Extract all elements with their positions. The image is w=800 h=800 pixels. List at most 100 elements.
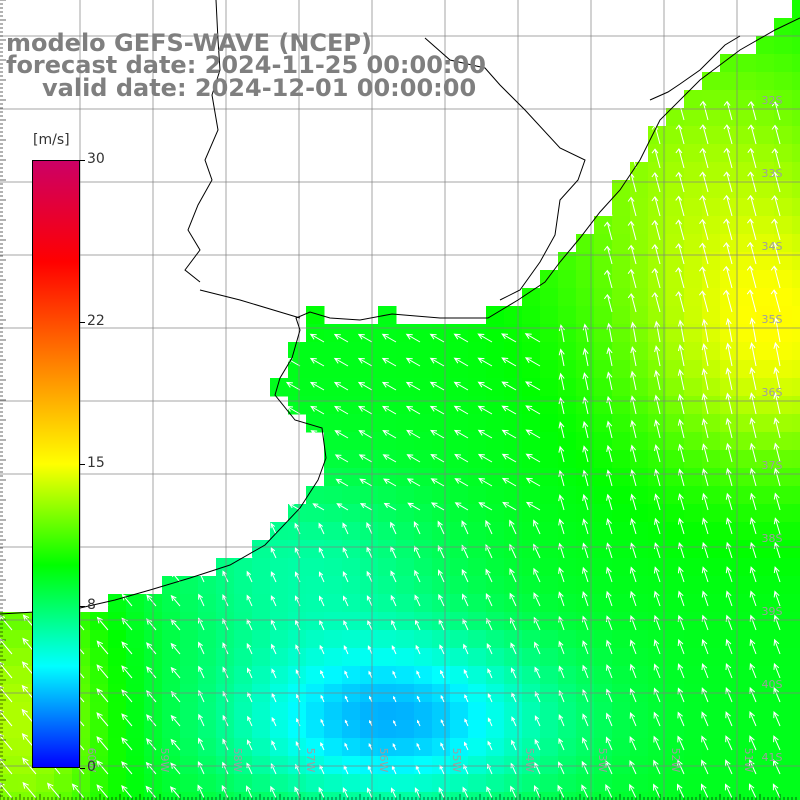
wind-speed-cell	[540, 324, 559, 343]
wind-speed-cell	[432, 360, 451, 379]
wind-speed-cell	[612, 306, 631, 325]
wind-speed-cell	[612, 468, 631, 487]
wind-speed-cell	[702, 450, 721, 469]
wind-speed-cell	[666, 180, 685, 199]
wind-speed-cell	[594, 576, 613, 595]
wind-arrow	[771, 218, 781, 241]
wind-speed-cell	[648, 720, 667, 739]
wind-speed-cell	[198, 738, 217, 757]
wind-speed-cell	[522, 324, 541, 343]
wind-speed-cell	[90, 792, 109, 800]
wind-speed-cell	[720, 162, 739, 181]
wind-speed-cell	[198, 756, 217, 775]
wind-speed-cell	[360, 450, 379, 469]
wind-speed-cell	[594, 756, 613, 775]
wind-speed-cell	[648, 576, 667, 595]
wind-arrow	[359, 503, 373, 511]
wind-arrow	[533, 592, 541, 607]
wind-arrow	[651, 292, 661, 313]
wind-arrow	[270, 595, 277, 607]
wind-arrow	[246, 785, 253, 799]
wind-speed-cell	[270, 738, 289, 757]
wind-arrow	[725, 735, 733, 751]
wind-arrow	[581, 784, 589, 799]
wind-speed-cell	[756, 522, 775, 541]
wind-speed-cell	[630, 648, 649, 667]
wind-arrow	[437, 544, 445, 559]
wind-speed-cell	[666, 612, 685, 631]
wind-speed-cell	[468, 666, 487, 685]
wind-arrow	[406, 429, 421, 439]
wind-speed-cell	[774, 738, 793, 757]
wind-speed-cell	[594, 414, 613, 433]
wind-speed-cell	[738, 432, 757, 451]
wind-speed-cell	[324, 558, 343, 577]
wind-speed-cell	[720, 774, 739, 793]
wind-arrow	[357, 381, 373, 391]
wind-speed-cell	[378, 630, 397, 649]
wind-arrow	[271, 643, 277, 655]
wind-arrow	[462, 593, 469, 607]
wind-arrow	[749, 341, 757, 367]
wind-speed-cell	[108, 720, 127, 739]
wind-speed-cell	[270, 702, 289, 721]
wind-speed-cell	[306, 738, 325, 757]
wind-speed-cell	[684, 594, 703, 613]
wind-speed-cell	[108, 666, 127, 685]
wind-arrow	[582, 372, 589, 391]
wind-arrow	[558, 421, 565, 439]
wind-speed-cell	[576, 774, 595, 793]
wind-speed-cell	[540, 612, 559, 631]
longitude-label: 53W	[596, 748, 609, 773]
wind-speed-cell	[666, 252, 685, 271]
wind-arrow	[462, 618, 469, 631]
wind-arrow	[651, 148, 661, 169]
wind-speed-cell	[432, 468, 451, 487]
wind-arrow	[747, 218, 757, 241]
wind-arrow	[725, 590, 733, 607]
wind-arrow	[725, 492, 733, 511]
wind-speed-cell	[792, 576, 800, 595]
wind-speed-cell	[612, 558, 631, 577]
wind-speed-cell	[720, 378, 739, 397]
wind-arrow	[675, 291, 685, 313]
wind-speed-cell	[0, 648, 19, 667]
wind-speed-cell	[648, 648, 667, 667]
wind-arrow	[701, 517, 709, 535]
wind-speed-cell	[306, 792, 325, 800]
wind-speed-cell	[432, 378, 451, 397]
wind-arrow	[246, 570, 253, 583]
wind-arrow	[96, 736, 109, 751]
wind-speed-cell	[180, 774, 199, 793]
wind-speed-cell	[576, 648, 595, 667]
wind-speed-cell	[522, 306, 541, 325]
wind-arrow	[463, 764, 469, 775]
wind-arrow	[773, 467, 781, 487]
wind-arrow	[524, 381, 541, 391]
wind-arrow	[749, 590, 757, 607]
wind-speed-cell	[252, 720, 271, 739]
wind-arrow	[677, 517, 685, 535]
wind-speed-cell	[540, 756, 559, 775]
wind-speed-cell	[324, 468, 343, 487]
wind-speed-cell	[756, 144, 775, 163]
wind-speed-cell	[504, 396, 523, 415]
wind-speed-cell	[126, 594, 145, 613]
wind-speed-cell	[594, 342, 613, 361]
wind-speed-cell	[756, 54, 775, 73]
wind-speed-cell	[756, 342, 775, 361]
wind-speed-cell	[288, 648, 307, 667]
wind-arrow	[677, 663, 685, 679]
wind-arrow	[121, 785, 133, 799]
wind-speed-cell	[90, 630, 109, 649]
wind-speed-cell	[756, 720, 775, 739]
wind-speed-cell	[342, 324, 361, 343]
wind-speed-cell	[540, 792, 559, 800]
wind-arrow	[334, 430, 349, 439]
wind-speed-cell	[360, 342, 379, 361]
wind-speed-cell	[594, 378, 613, 397]
wind-speed-cell	[666, 738, 685, 757]
wind-speed-cell	[576, 504, 595, 523]
latitude-label: 35S	[762, 313, 783, 326]
wind-speed-cell	[324, 738, 343, 757]
